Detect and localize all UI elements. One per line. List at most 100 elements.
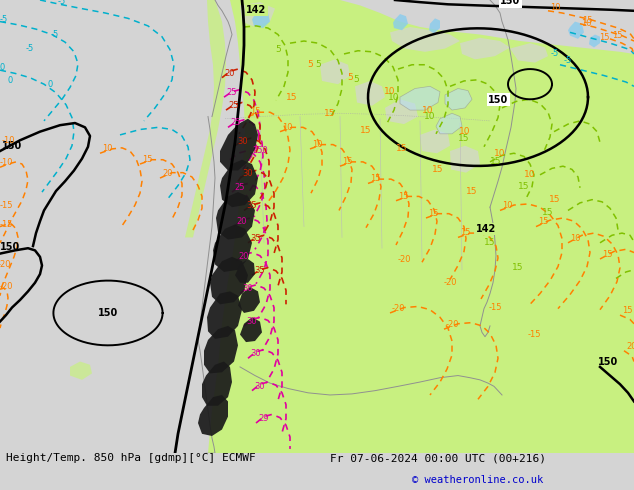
Text: 35: 35 [250,234,261,243]
Polygon shape [185,0,226,238]
Text: 20: 20 [626,342,634,350]
Text: 10: 10 [312,140,323,149]
Text: 15: 15 [466,187,478,196]
Text: -5: -5 [0,15,8,24]
Polygon shape [429,18,440,33]
Polygon shape [460,38,510,59]
Polygon shape [198,395,228,436]
Text: 20: 20 [162,169,172,178]
Text: 30: 30 [237,137,248,146]
Text: 10: 10 [282,122,292,131]
Text: -5: -5 [26,44,34,53]
Text: -15: -15 [0,200,13,210]
Polygon shape [208,0,634,453]
Text: 30: 30 [242,169,252,178]
Polygon shape [320,59,350,84]
Polygon shape [238,287,260,313]
Text: -10: -10 [0,158,13,167]
Polygon shape [589,34,600,48]
Text: Height/Temp. 850 hPa [gdmp][°C] ECMWF: Height/Temp. 850 hPa [gdmp][°C] ECMWF [6,453,256,463]
Text: -20: -20 [446,320,460,329]
Text: 10: 10 [495,149,506,158]
Text: 5: 5 [275,45,281,54]
Text: -10: -10 [1,136,15,145]
Polygon shape [510,43,548,63]
Text: 30: 30 [246,317,257,326]
Polygon shape [70,362,92,380]
Text: 150: 150 [488,95,508,104]
Text: 15: 15 [542,208,553,217]
Text: -5: -5 [58,0,66,6]
Text: 10: 10 [459,127,471,136]
Text: 142: 142 [476,224,496,234]
Text: 15: 15 [458,134,470,143]
Polygon shape [213,224,252,272]
Text: 10: 10 [422,105,434,115]
Text: 150: 150 [500,0,521,6]
Polygon shape [216,192,255,240]
Text: 15: 15 [428,209,439,218]
Text: 15: 15 [250,107,261,117]
Text: 15: 15 [602,250,612,259]
Text: 150: 150 [598,357,618,367]
Text: 10: 10 [550,3,560,12]
Text: 0: 0 [48,80,53,89]
Polygon shape [436,113,462,134]
Polygon shape [450,146,480,172]
Text: 10: 10 [502,201,512,210]
Polygon shape [400,86,440,110]
Text: -20: -20 [398,254,411,264]
Text: 30: 30 [250,349,261,358]
Text: Fr 07-06-2024 00:00 UTC (00+216): Fr 07-06-2024 00:00 UTC (00+216) [330,453,546,463]
Polygon shape [220,160,258,207]
Text: 25: 25 [228,101,238,110]
Text: -20: -20 [0,282,13,291]
Text: 15: 15 [612,31,623,40]
Text: 25: 25 [230,118,240,127]
Polygon shape [252,11,270,28]
Polygon shape [240,2,275,27]
Polygon shape [220,119,258,171]
Text: 150: 150 [2,141,22,151]
Polygon shape [210,257,248,304]
Text: -15: -15 [0,220,13,229]
Polygon shape [235,259,255,283]
Text: -5: -5 [51,30,59,39]
Text: 150: 150 [0,243,20,252]
Polygon shape [207,292,242,339]
Text: 5: 5 [347,73,353,82]
Text: 15: 15 [622,306,633,315]
Polygon shape [580,0,634,38]
Text: 20: 20 [238,252,249,261]
Text: 5: 5 [315,60,321,69]
Text: 15: 15 [598,33,609,42]
Text: 0: 0 [0,63,5,72]
Text: 15: 15 [518,182,530,191]
Text: -15: -15 [527,330,541,339]
Text: -20: -20 [392,304,406,313]
Polygon shape [568,22,584,39]
Polygon shape [202,362,232,406]
Text: © weatheronline.co.uk: © weatheronline.co.uk [412,475,543,485]
Text: 15: 15 [582,16,593,24]
Text: 15: 15 [460,228,470,237]
Polygon shape [390,27,460,52]
Polygon shape [355,81,385,106]
Text: 15: 15 [286,93,298,101]
Polygon shape [240,318,262,342]
Text: 15: 15 [342,157,353,166]
Text: 5: 5 [307,60,313,69]
Text: 15: 15 [512,263,524,272]
Text: 20: 20 [224,69,235,77]
Text: 15: 15 [142,155,153,164]
Text: 15: 15 [549,195,560,204]
Text: 0: 0 [8,76,13,85]
Text: -5: -5 [551,49,559,58]
Text: 10: 10 [524,171,536,179]
Polygon shape [204,326,238,373]
Text: -15: -15 [488,303,501,312]
Text: 35: 35 [254,266,264,275]
Text: 150: 150 [98,308,118,318]
Text: 15: 15 [490,157,501,167]
Text: 15: 15 [538,218,548,226]
